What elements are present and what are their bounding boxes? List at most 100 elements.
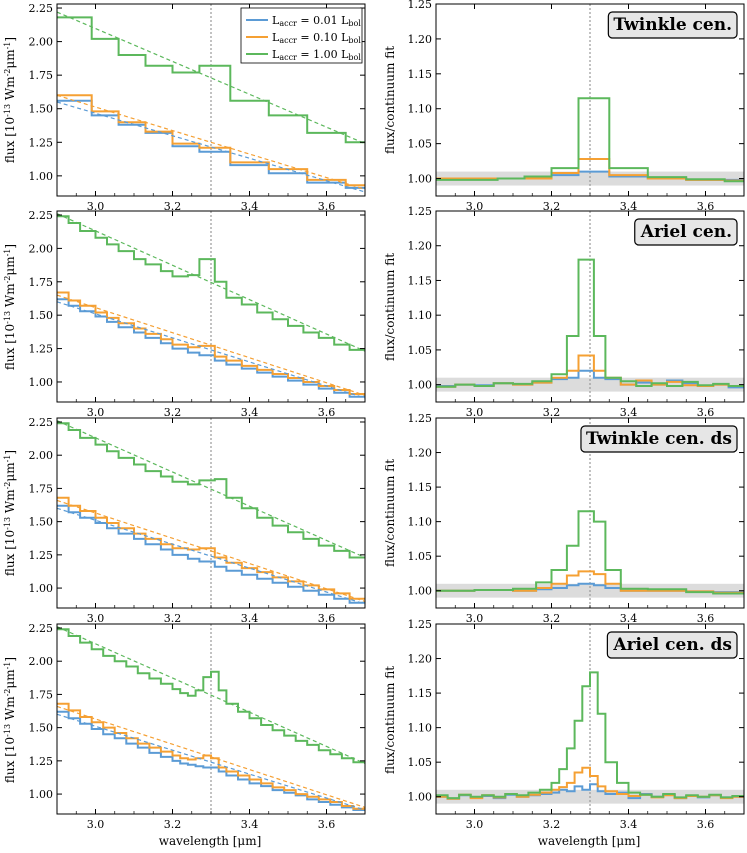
ylabel-right-row3: flux/continuum fit — [383, 666, 397, 774]
panel-right-2-ytick-label-4: 1.20 — [408, 447, 433, 460]
panel-left-1-plot — [57, 211, 365, 402]
panel-right-0-xtick-label-0: 3.0 — [466, 200, 484, 213]
panel-right-2-ytick-label-3: 1.15 — [408, 481, 433, 494]
panel-right-0-ytick-label-0: 1.00 — [408, 173, 433, 186]
panel-left-0-series-4-fit — [57, 94, 365, 190]
panel-left-2-xtick-label-0: 3.0 — [87, 612, 105, 625]
panel-left-2-ytick-label-1: 1.25 — [29, 549, 54, 562]
legend-label-2: Laccr = 1.00 Lbol — [272, 48, 361, 62]
panel-left-1-ytick-label-5: 2.25 — [29, 209, 54, 222]
ylabel-right-row2: flux/continuum fit — [383, 459, 397, 567]
panel-right-3-ytick-label-4: 1.20 — [408, 653, 433, 666]
panel-left-0-ytick-label-5: 2.25 — [29, 2, 54, 15]
panels: 3.0 3.2 3.4 3.6 1.00 1.25 1.50 1.75 2.00 2.25 3.0 3… — [29, 0, 745, 831]
panel-right-0: 3.0 3.2 3.4 3.6 1.00 1.05 1.10 1.15 1.20 1.25 Twin… — [408, 0, 745, 213]
panel-left-0-ytick-label-2: 1.50 — [29, 103, 54, 116]
panel-left-1-series-5-fit — [57, 213, 365, 352]
panel-right-3-ytick-label-0: 1.00 — [408, 791, 433, 804]
ylabel-right-row0: flux/continuum fit — [383, 46, 397, 154]
panel-left-3-ytick-label-4: 2.00 — [29, 655, 54, 668]
panel-right-1-ytick-label-1: 1.05 — [408, 344, 433, 357]
panel-right-0-xtick-label-1: 3.2 — [543, 200, 561, 213]
panel-right-1-plot — [436, 211, 744, 402]
panel-left-3-xtick-label-0: 3.0 — [87, 818, 105, 831]
panel-left-0-ytick-label-4: 2.00 — [29, 36, 54, 49]
panel-left-1-xtick-label-0: 3.0 — [87, 406, 105, 419]
panel-right-1-ytick-label-4: 1.20 — [408, 240, 433, 253]
panel-left-0-series-0 — [57, 99, 365, 189]
panel-right-0-ytick-label-4: 1.20 — [408, 33, 433, 46]
panel-right-3-title: Ariel cen. ds — [612, 635, 732, 655]
panel-left-3-xtick-label-2: 3.4 — [241, 818, 259, 831]
panel-right-0-title: Twinkle cen. — [613, 15, 732, 35]
xlabel-left: wavelength [μm] — [159, 834, 262, 848]
panel-right-3-plot — [436, 624, 744, 814]
legend: Laccr = 0.01 Lbol Laccr = 0.10 Lbol Lacc… — [240, 7, 363, 64]
panel-right-1-xtick-label-0: 3.0 — [466, 406, 484, 419]
panel-right-1: 3.0 3.2 3.4 3.6 1.00 1.05 1.10 1.15 1.20 1.25 Arie… — [408, 205, 745, 419]
legend-label-1: Laccr = 0.10 Lbol — [272, 31, 361, 45]
panel-left-3-series-2 — [57, 628, 365, 764]
panel-left-3-series-1 — [57, 702, 365, 810]
panel-right-2-ytick-label-5: 1.25 — [408, 412, 433, 425]
panel-left-2-ytick-label-2: 1.50 — [29, 516, 54, 529]
panel-left-0-ytick-label-3: 1.75 — [29, 69, 54, 82]
panel-right-2-title: Twinkle cen. ds — [586, 429, 732, 449]
panel-right-2-xtick-label-3: 3.6 — [697, 612, 715, 625]
panel-right-3-xtick-label-1: 3.2 — [543, 818, 561, 831]
panel-right-1-ytick-label-3: 1.15 — [408, 274, 433, 287]
panel-left-0-ytick-label-0: 1.00 — [29, 170, 54, 183]
panel-left-0-xtick-label-1: 3.2 — [164, 200, 182, 213]
ylabel-left-row1: flux [10-13 Wm-2μm-1] — [3, 244, 18, 370]
panel-left-3-series-5-fit — [57, 626, 365, 765]
panel-left-2-ytick-label-0: 1.00 — [29, 582, 54, 595]
panel-right-3-ytick-label-3: 1.15 — [408, 687, 433, 700]
panel-right-0-series-2 — [436, 97, 744, 183]
panel-left-1-series-2 — [57, 215, 365, 351]
panel-left-3-ytick-label-3: 1.75 — [29, 688, 54, 701]
panel-left-1-xtick-label-3: 3.6 — [318, 406, 336, 419]
panel-right-1-xtick-label-2: 3.4 — [620, 406, 638, 419]
panel-left-1-xtick-label-2: 3.4 — [241, 406, 259, 419]
panel-left-2-series-3-fit — [57, 507, 365, 605]
ylabel-left-row2: flux [10-13 Wm-2μm-1] — [3, 450, 18, 576]
panel-left-0-xtick-label-2: 3.4 — [241, 200, 259, 213]
panel-right-3-ytick-label-5: 1.25 — [408, 618, 433, 631]
panel-right-3: 3.0 3.2 3.4 3.6 1.00 1.05 1.10 1.15 1.20 1.25 Arie… — [408, 618, 745, 831]
panel-left-0-xtick-label-3: 3.6 — [318, 200, 336, 213]
xlabel-right: wavelength [μm] — [538, 834, 641, 848]
panel-right-1-title: Ariel cen. — [640, 222, 732, 242]
panel-left-2-ytick-label-4: 2.00 — [29, 449, 54, 462]
panel-left-3-ytick-label-5: 2.25 — [29, 622, 54, 635]
panel-left-2-series-1 — [57, 496, 365, 600]
panel-left-3-xtick-label-3: 3.6 — [318, 818, 336, 831]
panel-left-1-series-3-fit — [57, 301, 365, 399]
left-ylabels: flux [10-13 Wm-2μm-1] flux [10-13 Wm-2μm… — [3, 37, 18, 783]
panel-right-0-xtick-label-3: 3.6 — [697, 200, 715, 213]
panel-right-1-ytick-label-0: 1.00 — [408, 379, 433, 392]
panel-right-2-xtick-label-1: 3.2 — [543, 612, 561, 625]
panel-left-3: 3.0 3.2 3.4 3.6 1.00 1.25 1.50 1.75 2.00 2.25 — [29, 622, 366, 831]
panel-right-0-ytick-label-5: 1.25 — [408, 0, 433, 11]
panel-right-2-series-2 — [436, 510, 744, 595]
panel-right-0-ytick-label-3: 1.15 — [408, 68, 433, 81]
panel-left-2-xtick-label-1: 3.2 — [164, 612, 182, 625]
panel-right-3-xtick-label-3: 3.6 — [697, 818, 715, 831]
panel-right-1-ytick-label-2: 1.10 — [408, 309, 433, 322]
panel-left-1-ytick-label-3: 1.75 — [29, 276, 54, 289]
panel-left-2-xtick-label-3: 3.6 — [318, 612, 336, 625]
panel-left-2-series-2 — [57, 422, 365, 559]
panel-left-1-ytick-label-4: 2.00 — [29, 242, 54, 255]
panel-right-0-plot — [436, 4, 744, 196]
panel-right-1-xtick-label-3: 3.6 — [697, 406, 715, 419]
panel-left-3-series-0 — [57, 710, 365, 811]
panel-right-1-title-box — [634, 218, 738, 246]
panel-right-2: 3.0 3.2 3.4 3.6 1.00 1.05 1.10 1.15 1.20 1.25 Twin… — [408, 412, 745, 625]
panel-right-2-title-box — [580, 425, 738, 453]
panel-left-2-ytick-label-5: 2.25 — [29, 416, 54, 429]
panel-left-1-ytick-label-0: 1.00 — [29, 376, 54, 389]
panel-right-0-ytick-label-1: 1.05 — [408, 138, 433, 151]
panel-right-0-xtick-label-2: 3.4 — [620, 200, 638, 213]
panel-left-1-xtick-label-1: 3.2 — [164, 406, 182, 419]
panel-right-2-ytick-label-2: 1.10 — [408, 516, 433, 529]
